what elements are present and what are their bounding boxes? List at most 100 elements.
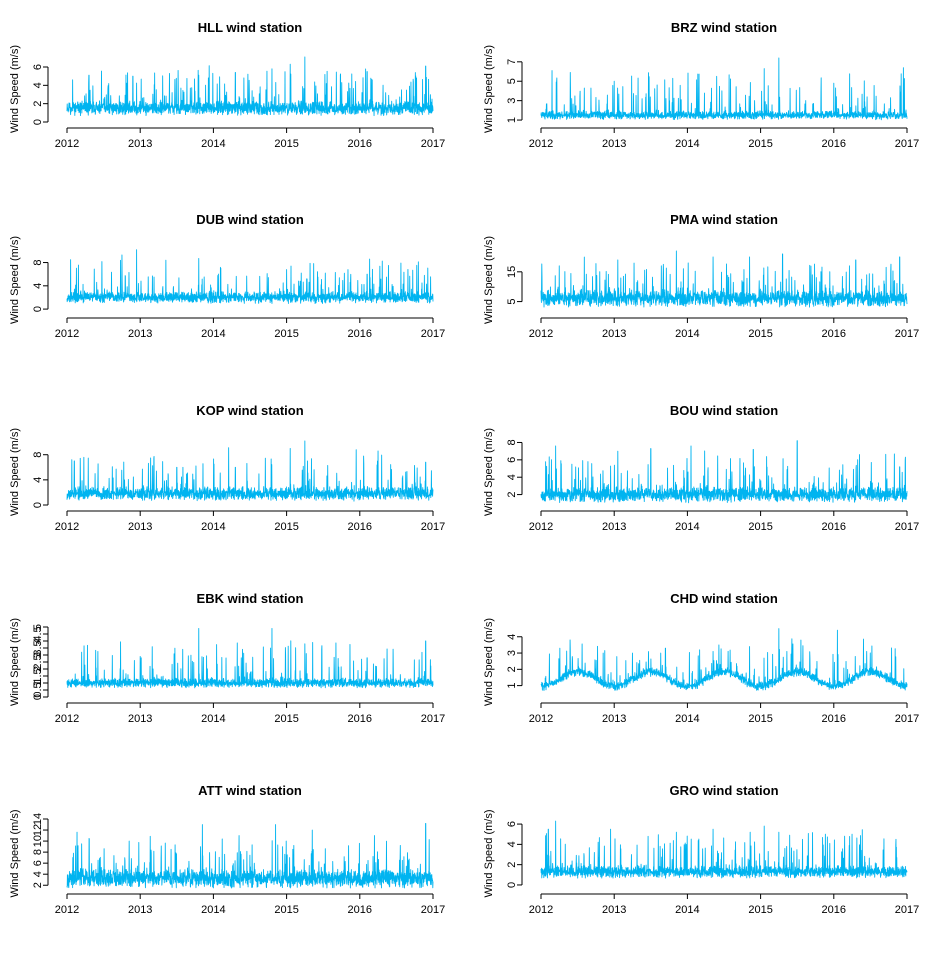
x-tick-label-gro-2013: 2013 <box>602 904 626 916</box>
panel-brz: BRZ wind station Wind Speed (m/s) 2012 2013… <box>483 20 919 150</box>
x-tick-label-kop-2014: 2014 <box>201 521 225 533</box>
y-tick-label-ebk-4.5: 4.5 <box>32 626 44 641</box>
y-tick-label-ebk-2.5: 2.5 <box>32 654 44 669</box>
series-line-kop <box>66 440 434 502</box>
y-tick-label-gro-0: 0 <box>506 882 518 888</box>
x-tick-label-kop-2016: 2016 <box>348 521 372 533</box>
x-tick-label-pma-2017: 2017 <box>895 328 919 340</box>
x-tick-label-ebk-2017: 2017 <box>421 713 445 725</box>
x-tick-label-brz-2014: 2014 <box>675 138 699 150</box>
panel-title-brz: BRZ wind station <box>671 20 777 35</box>
y-tick-label-att-12: 12 <box>32 824 44 836</box>
x-tick-label-bou-2014: 2014 <box>675 521 699 533</box>
x-tick-label-pma-2015: 2015 <box>748 328 772 340</box>
x-tick-label-chd-2013: 2013 <box>602 713 626 725</box>
y-tick-label-ebk-1: 1 <box>32 680 44 686</box>
x-tick-label-hll-2016: 2016 <box>348 138 372 150</box>
series-line-bou <box>540 440 908 504</box>
x-tick-label-kop-2017: 2017 <box>421 521 445 533</box>
x-tick-label-ebk-2014: 2014 <box>201 713 225 725</box>
x-tick-label-att-2015: 2015 <box>274 904 298 916</box>
y-tick-label-dub-8: 8 <box>32 259 44 265</box>
y-tick-label-pma-5: 5 <box>506 299 518 305</box>
y-tick-label-dub-4: 4 <box>32 283 44 289</box>
x-tick-label-dub-2014: 2014 <box>201 328 225 340</box>
x-tick-label-chd-2017: 2017 <box>895 713 919 725</box>
y-tick-label-brz-3: 3 <box>506 98 518 104</box>
x-tick-label-dub-2015: 2015 <box>274 328 298 340</box>
x-tick-label-att-2012: 2012 <box>55 904 79 916</box>
y-tick-label-ebk-0.5: 0.5 <box>32 682 44 697</box>
series-line-gro <box>540 820 908 879</box>
x-tick-label-gro-2015: 2015 <box>748 904 772 916</box>
x-tick-label-brz-2016: 2016 <box>822 138 846 150</box>
x-tick-label-chd-2012: 2012 <box>529 713 553 725</box>
x-tick-label-chd-2015: 2015 <box>748 713 772 725</box>
y-tick-label-gro-6: 6 <box>506 821 518 827</box>
panel-kop: KOP wind station Wind Speed (m/s) 2012 2013… <box>9 403 445 533</box>
y-tick-label-hll-4: 4 <box>32 82 44 88</box>
x-tick-label-kop-2012: 2012 <box>55 521 79 533</box>
y-axis-label-kop: Wind Speed (m/s) <box>9 428 21 516</box>
y-tick-label-ebk-4: 4 <box>32 638 44 644</box>
x-tick-label-gro-2017: 2017 <box>895 904 919 916</box>
panel-title-kop: KOP wind station <box>196 403 303 418</box>
panel-gro: GRO wind station Wind Speed (m/s) 2012 2013… <box>483 783 919 916</box>
y-tick-label-att-8: 8 <box>32 849 44 855</box>
x-tick-label-bou-2015: 2015 <box>748 521 772 533</box>
y-tick-label-ebk-5: 5 <box>32 624 44 630</box>
y-tick-label-chd-3: 3 <box>506 650 518 656</box>
y-tick-label-chd-4: 4 <box>506 634 518 640</box>
panel-title-pma: PMA wind station <box>670 212 778 227</box>
series-line-ebk <box>66 627 434 689</box>
panel-hll: HLL wind station Wind Speed (m/s) 2012 2013… <box>9 20 445 150</box>
y-axis-label-hll: Wind Speed (m/s) <box>9 45 21 133</box>
y-tick-label-bou-8: 8 <box>506 439 518 445</box>
x-tick-label-brz-2012: 2012 <box>529 138 553 150</box>
y-tick-label-kop-4: 4 <box>32 477 44 483</box>
x-tick-label-gro-2012: 2012 <box>529 904 553 916</box>
y-axis-label-chd: Wind Speed (m/s) <box>483 618 495 706</box>
y-tick-label-kop-0: 0 <box>32 502 44 508</box>
panel-pma: PMA wind station Wind Speed (m/s) 2012 2013… <box>483 212 919 340</box>
panel-title-dub: DUB wind station <box>196 212 304 227</box>
x-tick-label-hll-2017: 2017 <box>421 138 445 150</box>
y-axis-label-ebk: Wind Speed (m/s) <box>9 618 21 706</box>
panel-title-hll: HLL wind station <box>198 20 303 35</box>
y-tick-label-bou-4: 4 <box>506 474 518 480</box>
x-tick-label-brz-2015: 2015 <box>748 138 772 150</box>
y-tick-label-att-10: 10 <box>32 835 44 847</box>
panel-title-att: ATT wind station <box>198 783 302 798</box>
x-tick-label-bou-2017: 2017 <box>895 521 919 533</box>
x-tick-label-pma-2016: 2016 <box>822 328 846 340</box>
panel-chd: CHD wind station Wind Speed (m/s) 2012 2013… <box>483 591 919 725</box>
y-tick-label-bou-6: 6 <box>506 457 518 463</box>
y-tick-label-hll-0: 0 <box>32 119 44 125</box>
y-tick-label-brz-7: 7 <box>506 59 518 65</box>
y-tick-label-pma-15: 15 <box>506 266 518 278</box>
x-tick-label-pma-2014: 2014 <box>675 328 699 340</box>
x-tick-label-chd-2014: 2014 <box>675 713 699 725</box>
series-line-pma <box>540 250 908 308</box>
y-tick-label-brz-1: 1 <box>506 117 518 123</box>
x-tick-label-ebk-2013: 2013 <box>128 713 152 725</box>
y-tick-label-ebk-3: 3 <box>32 652 44 658</box>
x-tick-label-att-2013: 2013 <box>128 904 152 916</box>
y-tick-label-dub-0: 0 <box>32 306 44 312</box>
panel-bou: BOU wind station Wind Speed (m/s) 2012 2013… <box>483 403 919 533</box>
y-axis-label-gro: Wind Speed (m/s) <box>483 809 495 897</box>
x-tick-label-chd-2016: 2016 <box>822 713 846 725</box>
y-tick-label-ebk-3.5: 3.5 <box>32 640 44 655</box>
x-tick-label-brz-2017: 2017 <box>895 138 919 150</box>
x-tick-label-pma-2012: 2012 <box>529 328 553 340</box>
x-tick-label-hll-2014: 2014 <box>201 138 225 150</box>
y-tick-label-hll-2: 2 <box>32 101 44 107</box>
series-line-dub <box>66 249 434 305</box>
y-tick-label-ebk-2: 2 <box>32 666 44 672</box>
y-axis-label-bou: Wind Speed (m/s) <box>483 428 495 516</box>
x-tick-label-dub-2013: 2013 <box>128 328 152 340</box>
x-tick-label-kop-2015: 2015 <box>274 521 298 533</box>
y-axis-label-pma: Wind Speed (m/s) <box>483 236 495 324</box>
series-line-att <box>66 822 434 889</box>
